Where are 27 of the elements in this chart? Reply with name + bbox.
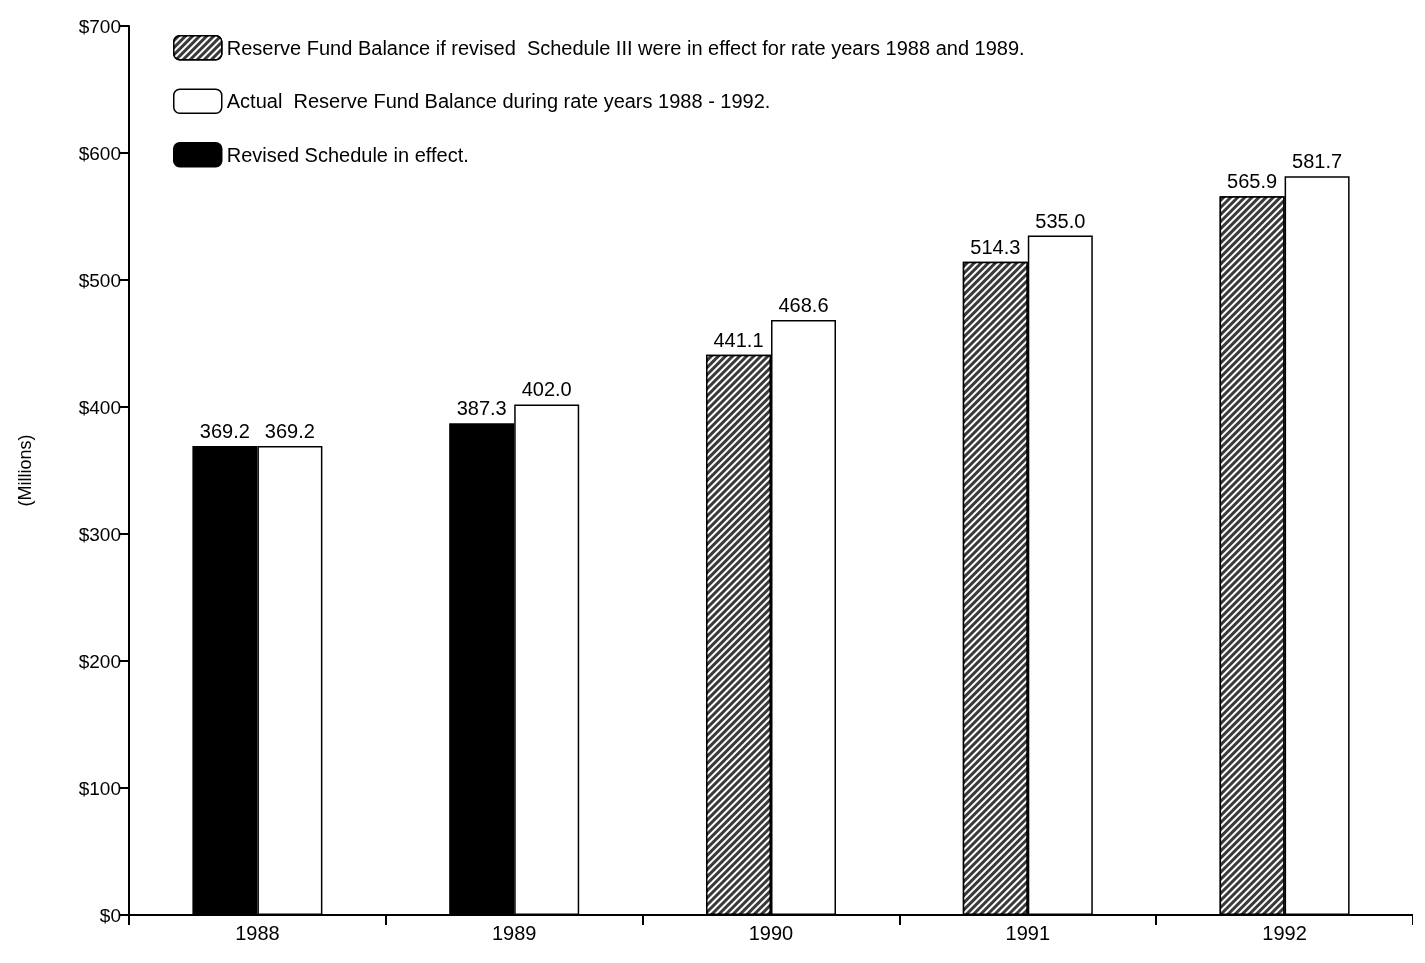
legend-label: Revised Schedule in effect. (226, 143, 469, 166)
data-label: 565.9 (1227, 170, 1278, 193)
x-tick-label: 1988 (235, 922, 280, 944)
y-tick-label: $300 (78, 523, 121, 545)
x-tick-label: 1989 (491, 922, 537, 944)
legend-label: Reserve Fund Balance if revised Schedule III were in effect for rate years 1988 and 1989. (226, 36, 1025, 59)
y-tick-label: $0 (99, 904, 121, 926)
data-label: 468.6 (778, 293, 829, 316)
y-tick-label: $500 (78, 269, 121, 291)
y-tick-label: $700 (78, 15, 121, 37)
data-label: 402.0 (521, 378, 572, 401)
y-tick-label: $100 (78, 777, 121, 799)
data-label: 535.0 (1035, 209, 1086, 232)
y-tick-label: $200 (78, 650, 121, 672)
y-tick-label: $600 (78, 142, 121, 164)
data-label: 581.7 (1292, 150, 1343, 173)
y-axis-title: (Millions) (15, 434, 35, 507)
y-tick-label: $400 (78, 396, 121, 418)
x-tick-label: 1992 (1262, 922, 1307, 944)
x-tick-label: 1990 (748, 922, 794, 944)
data-label: 514.3 (970, 235, 1021, 258)
data-label: 369.2 (199, 420, 250, 443)
x-tick-label: 1991 (1005, 922, 1051, 944)
data-label: 369.2 (264, 420, 315, 443)
data-label: 441.1 (713, 328, 764, 351)
data-label: 387.3 (456, 397, 507, 420)
legend-label: Actual Reserve Fund Balance during rate years 1988 - 1992. (226, 90, 771, 113)
